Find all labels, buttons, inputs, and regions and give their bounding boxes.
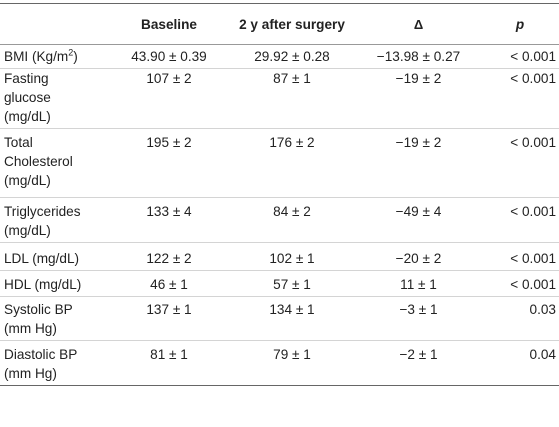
baseline-cell: 195 ± 2: [146, 135, 192, 150]
header-variable: [0, 4, 110, 45]
delta-cell: −19 ± 2: [395, 135, 442, 150]
variable-cell: Triglycerides (mg/dL): [4, 204, 81, 238]
table-row: Systolic BP (mm Hg) 137 ± 1 134 ± 1 −3 ±…: [0, 297, 559, 341]
variable-label-end: ): [73, 49, 78, 64]
delta-cell: 11 ± 1: [400, 277, 437, 292]
after-cell: 29.92 ± 0.28: [254, 49, 330, 64]
delta-cell: −19 ± 2: [395, 71, 442, 86]
baseline-cell: 46 ± 1: [150, 277, 188, 292]
variable-cell: Total Cholesterol (mg/dL): [4, 135, 73, 188]
table-row: Fasting glucose (mg/dL) 107 ± 2 87 ± 1 −…: [0, 69, 559, 129]
p-value-cell: < 0.001: [510, 49, 556, 64]
table-header: Baseline 2 y after surgery Δ p: [0, 3, 559, 45]
table-body: BMI (Kg/m2) 43.90 ± 0.39 29.92 ± 0.28 −1…: [0, 45, 559, 386]
delta-cell: −2 ± 1: [399, 347, 438, 362]
p-value-cell: < 0.001: [510, 277, 556, 292]
table-row: Total Cholesterol (mg/dL) 195 ± 2 176 ± …: [0, 129, 559, 198]
variable-cell: Diastolic BP (mm Hg): [4, 347, 78, 381]
header-baseline: Baseline: [141, 16, 197, 32]
baseline-cell: 133 ± 4: [146, 204, 192, 219]
table-row: Diastolic BP (mm Hg) 81 ± 1 79 ± 1 −2 ± …: [0, 341, 559, 386]
header-row: Baseline 2 y after surgery Δ p: [0, 3, 559, 45]
after-cell: 79 ± 1: [273, 347, 311, 362]
after-cell: 84 ± 2: [273, 204, 311, 219]
p-value-cell: < 0.001: [510, 204, 556, 219]
variable-cell: BMI (Kg/m2): [0, 45, 110, 69]
p-value-cell: < 0.001: [510, 135, 556, 150]
variable-superscript: 2: [68, 47, 74, 58]
table-row: LDL (mg/dL) 122 ± 2 102 ± 1 −20 ± 2 < 0.…: [0, 243, 559, 271]
baseline-cell: 137 ± 1: [146, 302, 192, 317]
variable-cell: Fasting glucose (mg/dL): [4, 71, 51, 124]
table-row: BMI (Kg/m2) 43.90 ± 0.39 29.92 ± 0.28 −1…: [0, 45, 559, 69]
after-cell: 57 ± 1: [273, 277, 311, 292]
after-cell: 176 ± 2: [269, 135, 315, 150]
after-cell: 134 ± 1: [269, 302, 315, 317]
delta-cell: −20 ± 2: [395, 251, 442, 266]
delta-cell: −3 ± 1: [399, 302, 438, 317]
baseline-cell: 122 ± 2: [146, 251, 192, 266]
baseline-cell: 107 ± 2: [146, 71, 192, 86]
p-value-cell: < 0.001: [510, 251, 556, 266]
header-after-surgery: 2 y after surgery: [239, 16, 345, 32]
table-row: Triglycerides (mg/dL) 133 ± 4 84 ± 2 −49…: [0, 198, 559, 243]
results-table: Baseline 2 y after surgery Δ p BMI (Kg/m…: [0, 3, 559, 386]
variable-cell: HDL (mg/dL): [4, 277, 82, 292]
after-cell: 87 ± 1: [273, 71, 311, 86]
baseline-cell: 81 ± 1: [150, 347, 188, 362]
variable-cell: Systolic BP (mm Hg): [4, 302, 73, 336]
variable-cell: LDL (mg/dL): [4, 251, 80, 266]
after-cell: 102 ± 1: [269, 251, 315, 266]
p-value-cell: 0.04: [529, 347, 556, 362]
p-value-cell: < 0.001: [510, 71, 556, 86]
table-row: HDL (mg/dL) 46 ± 1 57 ± 1 11 ± 1 < 0.001: [0, 271, 559, 297]
delta-cell: −49 ± 4: [395, 204, 442, 219]
p-value-cell: 0.03: [529, 302, 556, 317]
delta-cell: −13.98 ± 0.27: [376, 49, 461, 64]
header-p-value: p: [515, 16, 525, 32]
header-delta: Δ: [413, 16, 424, 32]
baseline-cell: 43.90 ± 0.39: [131, 49, 207, 64]
variable-label: BMI (Kg/m: [4, 49, 69, 64]
